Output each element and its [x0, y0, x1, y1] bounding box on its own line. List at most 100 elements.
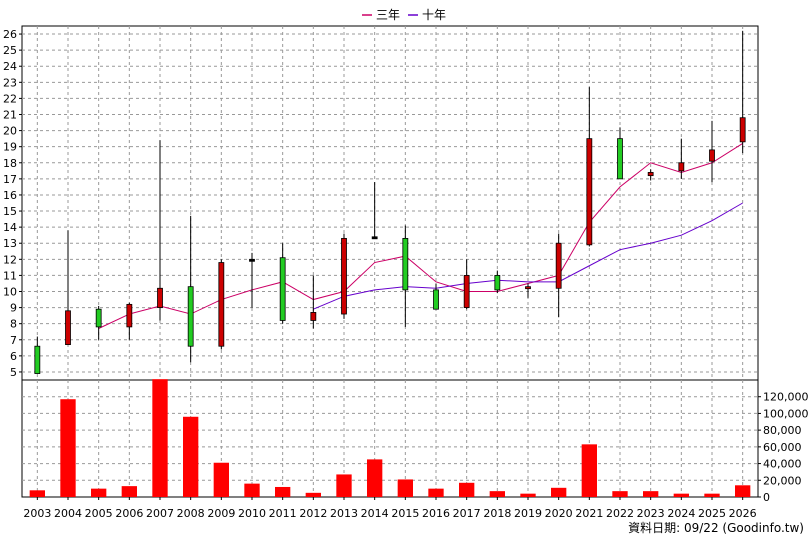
volume-bar — [520, 493, 536, 497]
price-tick-label: 8 — [10, 318, 17, 331]
year-tick-label: 2018 — [483, 507, 511, 520]
candle-body — [249, 258, 255, 262]
volume-bar — [275, 486, 291, 497]
candle-body — [647, 172, 654, 177]
price-tick-label: 24 — [3, 60, 17, 73]
candle-body — [586, 138, 593, 246]
year-tick-label: 2024 — [667, 507, 695, 520]
price-tick-label: 22 — [3, 92, 17, 105]
volume-bar — [643, 491, 659, 497]
price-tick-label: 5 — [10, 366, 17, 379]
price-tick-label: 17 — [3, 173, 17, 186]
year-tick-label: 2016 — [422, 507, 450, 520]
year-tick-label: 2015 — [391, 507, 419, 520]
year-tick-label: 2014 — [361, 507, 389, 520]
year-tick-label: 2022 — [606, 507, 634, 520]
candle-body — [34, 345, 41, 374]
price-tick-label: 21 — [3, 109, 17, 122]
candle-body — [65, 310, 71, 345]
price-tick-label: 25 — [3, 44, 17, 57]
candle-body — [433, 289, 439, 310]
candle-body — [126, 303, 133, 328]
price-tick-label: 13 — [3, 237, 17, 250]
price-tick-label: 12 — [3, 253, 17, 266]
chart-legend: 三年 十年 — [362, 8, 446, 22]
price-tick-label: 15 — [3, 205, 17, 218]
year-tick-label: 2025 — [698, 507, 726, 520]
volume-bar — [612, 491, 628, 497]
candle-body — [218, 262, 225, 347]
candle-body — [463, 275, 470, 308]
candle-body — [555, 242, 562, 289]
volume-bar — [152, 379, 168, 497]
moving-average-line — [98, 143, 743, 329]
volume-bar — [673, 493, 689, 497]
year-tick-label: 2006 — [115, 507, 143, 520]
year-axis: 2003 2004 2005 2006 2007 2008 2009 2010 2011 2012… — [23, 497, 757, 520]
price-tick-label: 20 — [3, 125, 17, 138]
volume-bar — [305, 492, 321, 497]
candle-body — [494, 275, 501, 291]
price-tick-label: 7 — [10, 334, 17, 347]
year-tick-label: 2005 — [85, 507, 113, 520]
year-tick-label: 2004 — [54, 507, 82, 520]
candle-body — [371, 236, 378, 240]
candle-body — [187, 286, 194, 347]
price-tick-label: 14 — [3, 221, 17, 234]
year-tick-label: 2020 — [545, 507, 573, 520]
year-tick-label: 2013 — [330, 507, 358, 520]
price-tick-label: 18 — [3, 157, 17, 170]
price-tick-label: 16 — [3, 189, 17, 202]
volume-bar — [459, 482, 475, 497]
volume-tick-label: 120,000 — [763, 391, 808, 404]
price-tick-label: 10 — [3, 286, 17, 299]
volume-tick-label: 60,000 — [763, 441, 802, 454]
candle-body — [525, 286, 531, 290]
candle-body — [739, 117, 746, 143]
volume-bar — [60, 399, 76, 497]
year-tick-label: 2017 — [453, 507, 481, 520]
candle-body — [157, 287, 163, 308]
candle-body — [341, 237, 347, 315]
year-tick-label: 2008 — [177, 507, 205, 520]
year-tick-label: 2003 — [23, 507, 51, 520]
candle-body — [709, 149, 715, 162]
year-tick-label: 2007 — [146, 507, 174, 520]
volume-bar — [428, 488, 444, 497]
price-tick-label: 23 — [3, 76, 17, 89]
price-tick-label: 6 — [10, 350, 17, 363]
volume-bar — [91, 488, 107, 497]
volume-bar — [489, 491, 505, 497]
year-tick-label: 2019 — [514, 507, 542, 520]
legend-label: 三年 — [376, 8, 400, 22]
year-tick-label: 2026 — [729, 507, 757, 520]
year-tick-label: 2023 — [637, 507, 665, 520]
volume-bar — [183, 416, 199, 497]
price-tick-label: 26 — [3, 28, 17, 41]
candle-body — [402, 237, 409, 291]
volume-bar — [735, 485, 751, 497]
volume-bar — [704, 493, 720, 497]
price-panel: 5 6 7 8 9 10 11 12 13 14 15 16 17 18 19 20 21 22 23 24 25 26 — [3, 25, 759, 381]
year-tick-label: 2009 — [207, 507, 235, 520]
legend-label: 十年 — [422, 8, 446, 22]
volume-bar — [581, 444, 597, 497]
volume-tick-label: 40,000 — [763, 458, 802, 471]
moving-average-line — [313, 202, 743, 310]
volume-tick-label: 100,000 — [763, 407, 808, 420]
year-tick-label: 2010 — [238, 507, 266, 520]
price-tick-label: 11 — [3, 269, 17, 282]
volume-tick-label: 80,000 — [763, 424, 802, 437]
volume-bar — [367, 459, 383, 497]
volume-plot-area — [21, 379, 759, 498]
candle-body — [279, 257, 286, 321]
year-tick-label: 2012 — [299, 507, 327, 520]
price-tick-label: 9 — [10, 302, 17, 315]
candle-body — [678, 162, 685, 172]
volume-tick-label: 0 — [763, 491, 770, 504]
volume-bar — [336, 474, 352, 497]
volume-tick-label: 20,000 — [763, 474, 802, 487]
volume-bar — [213, 462, 229, 497]
candle-body — [617, 138, 623, 180]
